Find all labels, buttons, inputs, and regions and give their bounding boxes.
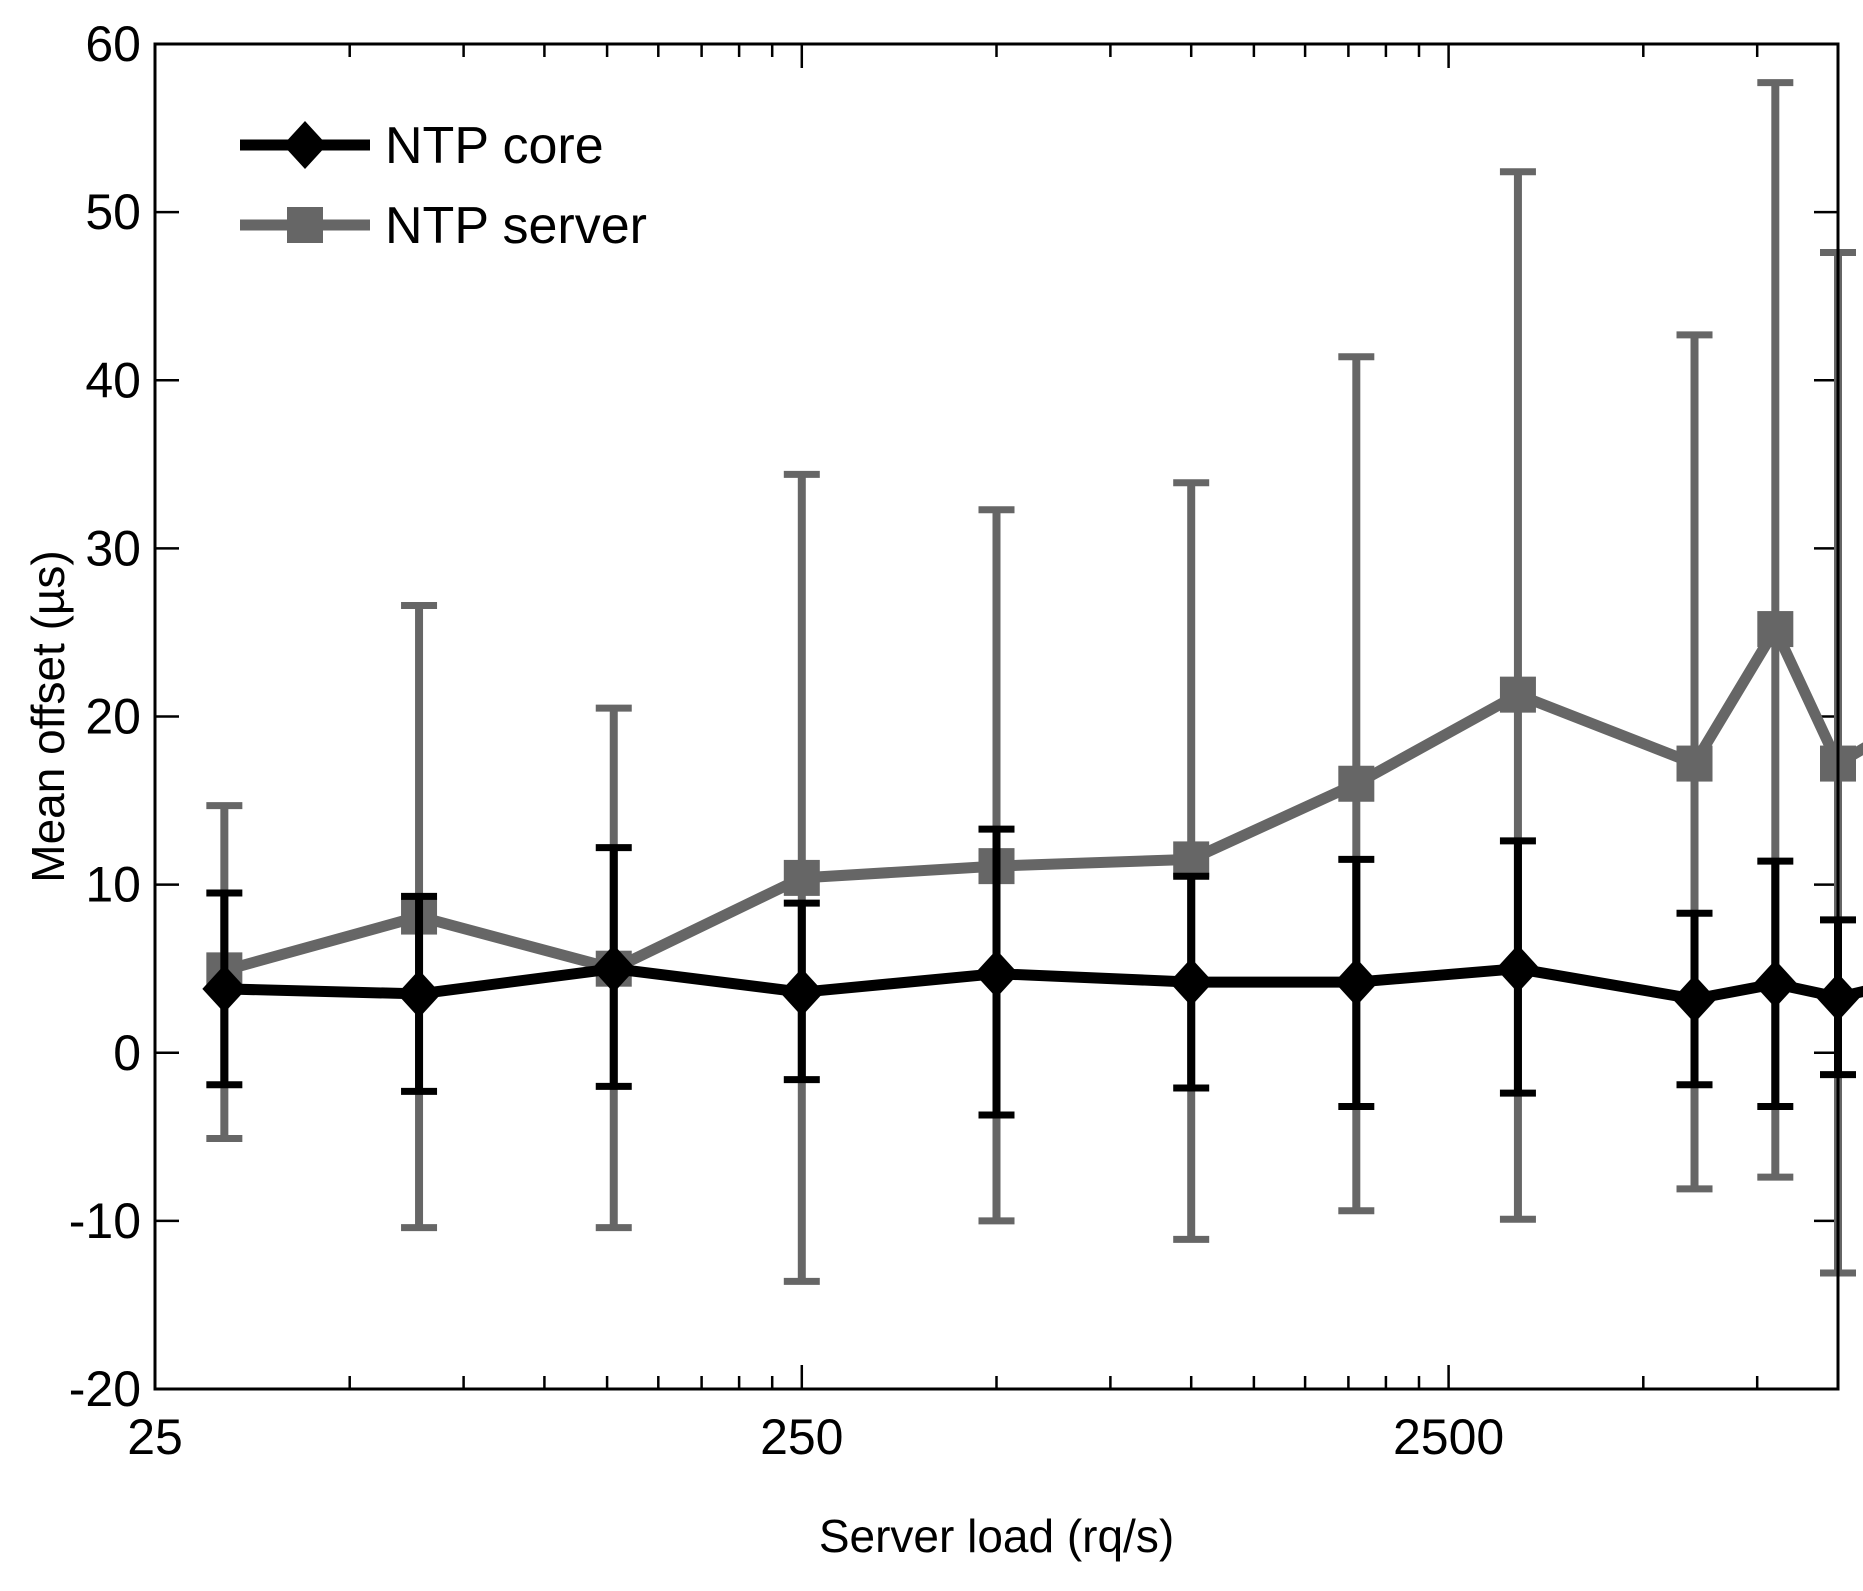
data-point [1672, 974, 1717, 1023]
y-axis-label: Mean offset (µs) [22, 550, 74, 882]
x-tick-label: 2500 [1393, 1409, 1504, 1465]
data-point [974, 949, 1019, 998]
legend-marker [287, 207, 323, 243]
x-axis-label: Server load (rq/s) [819, 1510, 1174, 1562]
data-point [397, 969, 442, 1018]
y-tick-label: 30 [85, 520, 141, 576]
plot-frame [153, 42, 1840, 1391]
y-tick-label: 10 [85, 857, 141, 913]
y-tick-label: 50 [85, 184, 141, 240]
y-tick-label: -20 [69, 1361, 141, 1417]
legend-label: NTP server [385, 197, 647, 255]
y-tick-label: 0 [113, 1025, 141, 1081]
series-line [222, 623, 1863, 976]
x-tick-label: 25 [127, 1409, 183, 1465]
data-point [1173, 841, 1210, 878]
data-point [202, 964, 247, 1013]
data-point [1495, 944, 1540, 993]
data-point [1499, 676, 1536, 713]
data-point [783, 859, 820, 896]
data-point [591, 944, 636, 993]
legend: NTP core NTP server [240, 117, 647, 255]
data-point [1676, 745, 1713, 782]
data-point [1757, 611, 1794, 648]
data-point [1334, 958, 1379, 1007]
y-tick-label: 40 [85, 352, 141, 408]
tick-labels: -20 -10 0 10 20 30 40 50 60 25 250 2500 [69, 16, 1504, 1465]
y-tick-label: 20 [85, 689, 141, 745]
data-point [779, 968, 824, 1017]
series-ntp-core [202, 825, 1863, 1119]
data-point [1338, 765, 1375, 802]
data-point [1169, 958, 1214, 1007]
legend-marker [283, 121, 327, 169]
y-tick-label: -10 [69, 1193, 141, 1249]
legend-label: NTP core [385, 117, 604, 175]
data-point [1753, 959, 1798, 1008]
series-layer [202, 79, 1863, 1285]
x-tick-label: 250 [760, 1409, 843, 1465]
y-tick-label: 60 [85, 16, 141, 72]
